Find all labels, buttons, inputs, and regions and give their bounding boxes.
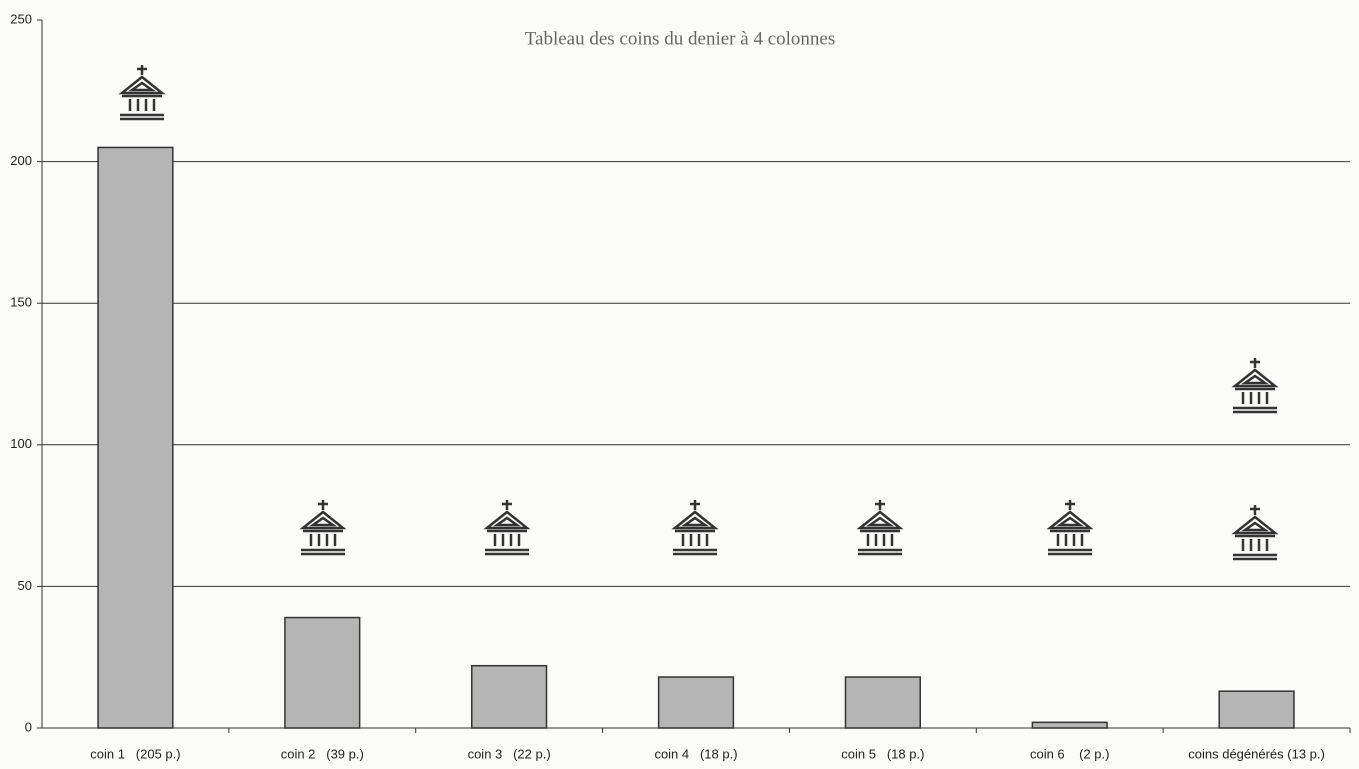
coin-icon bbox=[485, 500, 529, 554]
coin-icon bbox=[673, 500, 717, 554]
bar bbox=[98, 147, 173, 728]
coin-icon bbox=[301, 500, 345, 554]
x-tick-label: coin 3 (22 p.) bbox=[468, 746, 551, 761]
coin-icon bbox=[1233, 358, 1277, 412]
bar bbox=[1219, 691, 1294, 728]
y-tick-label: 150 bbox=[10, 295, 32, 310]
coin-icons bbox=[120, 65, 1277, 559]
y-tick-label: 200 bbox=[10, 153, 32, 168]
x-tick-label: coin 1 (205 p.) bbox=[90, 746, 180, 761]
coin-icon bbox=[1048, 500, 1092, 554]
chart: Tableau des coins du denier à 4 colonnes… bbox=[0, 0, 1359, 769]
y-tick-label: 250 bbox=[10, 11, 32, 26]
x-tick-label: coins dégénérés (13 p.) bbox=[1188, 746, 1325, 761]
bar bbox=[1032, 722, 1107, 728]
y-tick-label: 50 bbox=[18, 578, 32, 593]
coin-icon bbox=[1233, 505, 1277, 559]
coin-icon bbox=[120, 65, 164, 119]
page: {"chart_data": {"type": "bar", "title": … bbox=[0, 0, 1359, 769]
y-tick-label: 100 bbox=[10, 436, 32, 451]
x-tick-label: coin 6 (2 p.) bbox=[1030, 746, 1109, 761]
x-tick-label: coin 4 (18 p.) bbox=[654, 746, 737, 761]
bar bbox=[285, 618, 360, 728]
chart-title: Tableau des coins du denier à 4 colonnes bbox=[525, 28, 836, 49]
y-tick-label: 0 bbox=[25, 719, 32, 734]
x-tick-label: coin 2 (39 p.) bbox=[281, 746, 364, 761]
coin-icon bbox=[858, 500, 902, 554]
bar bbox=[845, 677, 920, 728]
bar bbox=[659, 677, 734, 728]
x-tick-label: coin 5 (18 p.) bbox=[841, 746, 924, 761]
bar bbox=[472, 666, 547, 728]
